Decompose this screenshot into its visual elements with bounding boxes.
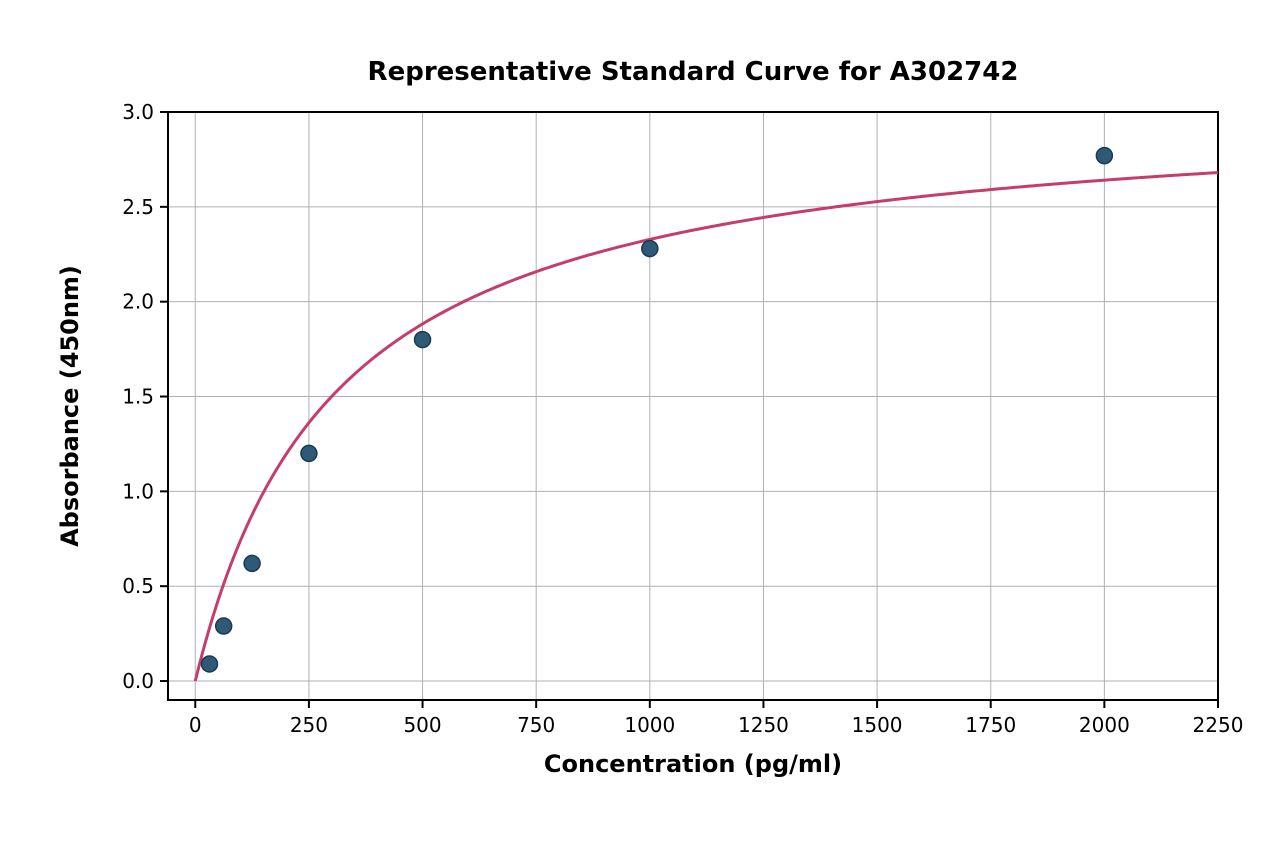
chart-title: Representative Standard Curve for A30274… <box>368 57 1019 87</box>
x-tick-label: 750 <box>517 713 555 737</box>
y-tick-label: 2.5 <box>122 195 154 219</box>
x-tick-label: 0 <box>189 713 202 737</box>
plot-background <box>168 112 1218 700</box>
x-tick-label: 2000 <box>1079 713 1130 737</box>
y-tick-label: 1.0 <box>122 479 154 503</box>
y-tick-label: 0.5 <box>122 574 154 598</box>
data-point <box>1096 148 1112 164</box>
y-tick-label: 1.5 <box>122 385 154 409</box>
x-axis-label: Concentration (pg/ml) <box>544 750 842 778</box>
data-point <box>244 555 260 571</box>
y-tick-label: 3.0 <box>122 100 154 124</box>
x-tick-marks <box>195 700 1218 708</box>
x-tick-label: 250 <box>290 713 328 737</box>
data-point <box>415 332 431 348</box>
x-tick-label: 1000 <box>624 713 675 737</box>
x-tick-labels: 0 250 500 750 1000 1250 1500 1750 2000 2250 <box>189 713 1244 737</box>
y-tick-label: 2.0 <box>122 290 154 314</box>
data-point <box>642 241 658 257</box>
y-tick-labels: 0.0 0.5 1.0 1.5 2.0 2.5 3.0 <box>122 100 154 693</box>
y-tick-marks <box>160 112 168 681</box>
data-point <box>201 656 217 672</box>
x-tick-label: 500 <box>403 713 441 737</box>
y-tick-label: 0.0 <box>122 669 154 693</box>
x-tick-label: 1250 <box>738 713 789 737</box>
x-tick-label: 2250 <box>1193 713 1244 737</box>
chart-svg: 0250500750100012501500175020002250 0.00.… <box>0 0 1280 845</box>
chart-container: 0250500750100012501500175020002250 0.00.… <box>0 0 1280 845</box>
data-point <box>301 445 317 461</box>
x-tick-label: 1500 <box>852 713 903 737</box>
data-point <box>216 618 232 634</box>
y-axis-label: Absorbance (450nm) <box>56 265 84 547</box>
x-tick-label: 1750 <box>965 713 1016 737</box>
